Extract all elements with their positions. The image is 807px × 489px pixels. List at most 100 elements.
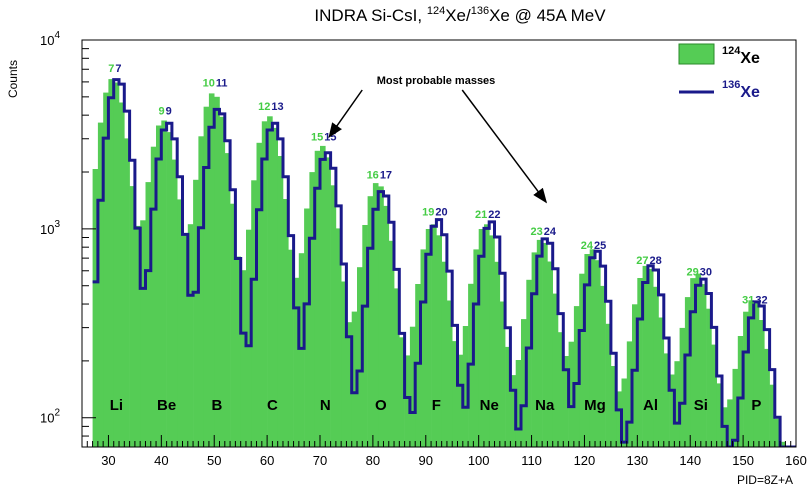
xe124-bin <box>595 260 601 447</box>
xe124-bin <box>716 383 723 447</box>
mass-label-124: 16 <box>367 169 379 181</box>
xe124-bin <box>446 300 453 447</box>
xe124-bin <box>748 300 754 447</box>
mass-label-124: 7 <box>108 63 114 75</box>
xe124-bin <box>362 225 368 447</box>
xe124-bin <box>304 208 310 447</box>
xe124-bin <box>780 441 786 447</box>
mass-label-136: 25 <box>594 240 606 252</box>
annotation-text: Most probable masses <box>377 75 496 87</box>
xe124-bin <box>161 120 167 447</box>
xe124-bin <box>145 182 152 447</box>
xe124-bin <box>156 125 162 447</box>
xe124-bin <box>251 180 257 447</box>
title-part-3: Xe/ <box>445 6 471 25</box>
xe124-bin <box>632 304 638 447</box>
xe124-bin <box>616 391 622 447</box>
mass-label-136: 28 <box>650 255 662 267</box>
annotation-arrow-1 <box>328 89 363 138</box>
mass-label-136: 7 <box>115 63 121 75</box>
xe124-bin <box>515 360 522 447</box>
xe124-histogram-fill <box>92 79 786 447</box>
mass-label-124: 31 <box>742 294 754 306</box>
xe124-bin <box>473 249 479 447</box>
xe124-bin <box>558 332 564 447</box>
xe124-bin <box>690 278 696 447</box>
title-part-5: Xe @ 45A MeV <box>489 6 606 25</box>
element-label-p: P <box>751 397 761 414</box>
xe124-bin <box>351 311 358 447</box>
xe124-bin <box>605 323 612 447</box>
xe124-bin <box>182 233 189 447</box>
xe124-bin <box>457 354 464 447</box>
element-labels: Li Be B C N O F Ne Na Mg Al Si P <box>110 397 762 414</box>
x-tick-label: 40 <box>154 453 168 468</box>
xe124-bin <box>531 252 538 447</box>
xe124-bin <box>589 249 596 447</box>
xe124-bin <box>420 249 427 447</box>
xe124-bin <box>642 265 649 447</box>
xe124-bin <box>743 311 749 447</box>
mass-label-124: 12 <box>258 101 270 113</box>
xe124-bin <box>309 172 315 447</box>
xe124-bin <box>510 375 516 447</box>
x-tick-label: 70 <box>313 453 327 468</box>
element-label-n: N <box>320 397 331 414</box>
xe124-bin <box>240 270 247 447</box>
legend-symbol-124: Xe <box>740 50 760 67</box>
xe124-bin <box>568 341 575 447</box>
annotation: Most probable masses <box>328 75 548 204</box>
xe124-bin <box>404 355 411 447</box>
xe124-bin <box>256 142 263 447</box>
xe124-bin <box>441 261 448 447</box>
xe124-bin <box>669 374 675 447</box>
title-part-4: 136 <box>471 5 489 17</box>
mass-label-136: 9 <box>166 106 172 118</box>
x-tick-label: 50 <box>207 453 221 468</box>
xe124-bin <box>272 127 278 447</box>
xe124-bin <box>219 116 226 447</box>
mass-label-136: 32 <box>755 294 767 306</box>
xe124-bin <box>552 293 559 447</box>
element-label-si: Si <box>694 397 708 414</box>
xe124-bin <box>298 253 305 447</box>
element-label-o: O <box>375 397 387 414</box>
xe124-bin <box>367 196 374 447</box>
mass-label-124: 19 <box>422 207 434 219</box>
xe124-bin <box>658 317 665 447</box>
xe124-bin <box>700 284 707 447</box>
xe124-bin <box>637 278 643 447</box>
xe124-bin <box>335 228 342 447</box>
xe124-bin <box>341 281 347 447</box>
element-label-b: B <box>211 397 222 414</box>
mass-label-124: 10 <box>203 78 215 90</box>
xe124-bin <box>394 288 400 447</box>
xe124-bin <box>425 229 432 447</box>
xe124-bin <box>277 156 284 447</box>
xe124-bin <box>753 303 760 447</box>
mass-label-124: 15 <box>311 131 323 143</box>
xe124-bin <box>230 203 236 447</box>
xe124-bin <box>177 199 183 447</box>
xe124-bin <box>92 169 99 447</box>
xe124-bin <box>499 301 506 447</box>
xe124-bin <box>124 138 130 447</box>
xe124-bin <box>320 145 326 447</box>
xe124-bin <box>267 116 273 447</box>
xe124-bin <box>378 186 384 447</box>
xe124-bin <box>224 153 231 447</box>
xe124-bin <box>764 348 770 447</box>
xe124-bin <box>573 306 580 447</box>
xe124-bin <box>357 267 363 447</box>
x-axis-ticks: 30 40 50 60 70 80 90 100 110 120 130 140 150 160 <box>86 435 807 468</box>
xe124-bin <box>436 235 442 447</box>
legend-label-xe124: 124Xe <box>722 45 760 67</box>
xe124-bin <box>711 344 717 447</box>
xe124-bin <box>325 157 331 447</box>
element-label-al: Al <box>643 397 658 414</box>
mass-label-136: 11 <box>216 78 228 90</box>
mass-label-124: 24 <box>581 240 594 252</box>
mass-label-136: 24 <box>544 226 557 238</box>
xe124-bin <box>737 336 744 447</box>
